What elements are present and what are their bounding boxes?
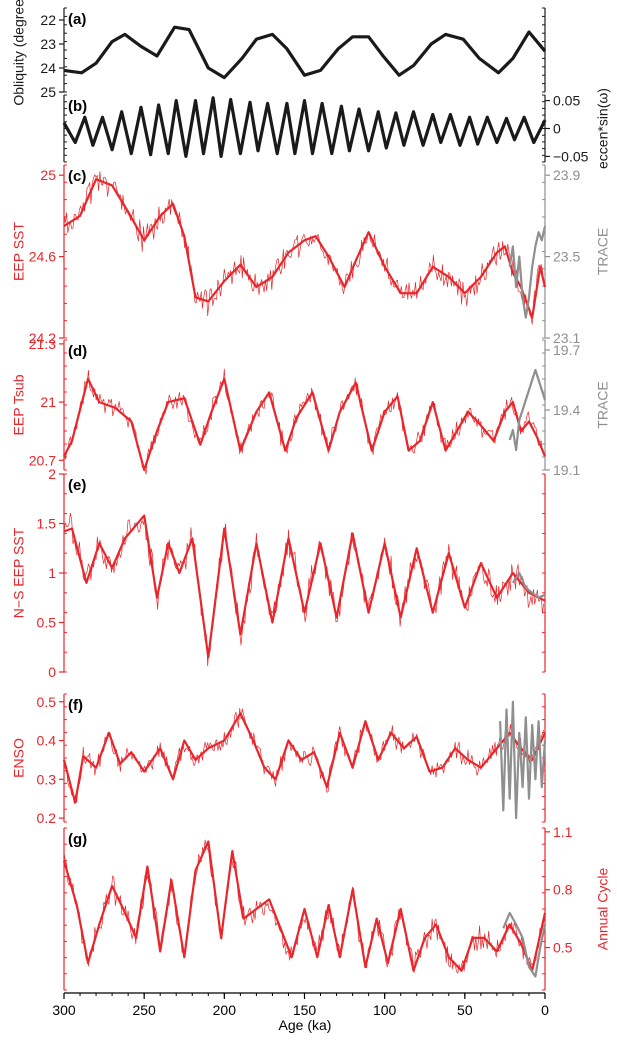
left-tick-label: 24.2 <box>29 330 56 346</box>
panel-letter: (a) <box>68 11 86 28</box>
panel-d: (d) 20.7 21 21.3 EEP Tsub 19.1 19.4 19.7 TRACE <box>11 336 611 478</box>
left-tick-label: 0 <box>48 664 56 680</box>
x-tick-label: 300 <box>52 1002 76 1018</box>
left-axis-label: ENSO <box>11 738 27 778</box>
x-tick-label: 250 <box>132 1002 156 1018</box>
trace-series-line <box>511 571 546 599</box>
right-axis-label: TRACE <box>595 381 611 428</box>
smoothed-series-line <box>63 178 547 319</box>
panel-e: (e) 0 0.5 1 1.5 2 N−S EEP SST <box>11 466 546 680</box>
right-axis-label: Annual Cycle <box>595 868 611 951</box>
raw-series-line <box>63 707 545 804</box>
raw-series-line <box>63 368 544 475</box>
right-tick-label: 19.1 <box>553 462 580 478</box>
smoothed-series-line <box>63 377 547 472</box>
raw-series-line <box>63 171 545 325</box>
panel-c: (c) 24.2 24.6 25 EEP SST 23.1 23.5 23.9 TRACE <box>11 164 611 346</box>
right-tick-label: 23.5 <box>553 249 580 265</box>
left-tick-label: 25 <box>40 84 56 100</box>
panel-letter: (c) <box>68 168 86 185</box>
left-tick-label: 0.3 <box>37 771 57 787</box>
left-axis-label: EEP SST <box>11 222 27 281</box>
series-line <box>63 25 547 80</box>
trace-series-line <box>508 368 547 452</box>
left-tick-label: 0.2 <box>37 810 57 826</box>
right-tick-label: 19.7 <box>553 342 580 358</box>
right-tick-label: 19.4 <box>553 402 580 418</box>
left-tick-label: 2 <box>48 466 56 482</box>
left-axis-label: N−S EEP SST <box>11 527 27 618</box>
panel-letter: (b) <box>68 98 87 115</box>
x-tick-label: 150 <box>293 1002 317 1018</box>
left-axis-label: EEP Tsub <box>11 374 27 435</box>
right-tick-label: 23.9 <box>553 167 580 183</box>
left-tick-label: 0.5 <box>37 694 57 710</box>
right-tick-label: 0.05 <box>553 93 580 109</box>
left-tick-label: 20.7 <box>29 452 56 468</box>
right-tick-label: 1.1 <box>553 824 573 840</box>
x-axis: 300 250 200 150 100 50 0 <box>52 992 549 1018</box>
left-tick-label: 25 <box>40 167 56 183</box>
left-tick-label: 0.5 <box>37 615 57 631</box>
trace-series-line <box>502 911 547 978</box>
panel-letter: (g) <box>68 831 87 848</box>
x-tick-label: 200 <box>213 1002 237 1018</box>
left-tick-label: 1.5 <box>37 516 57 532</box>
smoothed-series-line <box>62 840 547 972</box>
left-tick-label: 21 <box>40 394 56 410</box>
right-tick-label: −0.05 <box>553 148 589 164</box>
panel-f: (f) 0.2 0.3 0.4 0.5 ENSO <box>11 693 547 826</box>
left-tick-label: 24 <box>40 60 56 76</box>
right-tick-label: 0.5 <box>553 940 573 956</box>
right-tick-label: 0 <box>553 121 561 137</box>
right-tick-label: 0.8 <box>553 882 573 898</box>
panel-letter: (e) <box>68 477 86 494</box>
x-tick-label: 50 <box>457 1002 473 1018</box>
left-tick-label: 22 <box>40 12 56 28</box>
left-tick-label: 24.6 <box>29 249 56 265</box>
raw-series-line <box>63 839 545 974</box>
x-axis-label: Age (ka) <box>279 1017 332 1033</box>
trace-series-line <box>508 225 547 319</box>
series-line <box>62 96 547 158</box>
trace-series-line <box>499 700 547 820</box>
right-axis-label: TRACE <box>595 228 611 275</box>
x-tick-label: 0 <box>541 1002 549 1018</box>
panel-g: (g) 0.5 0.8 1.1 Annual Cycle <box>62 824 611 991</box>
smoothed-series-line <box>62 712 546 804</box>
panel-b: (b) 0.05 0 −0.05 eccen*sin(ω) <box>62 88 611 169</box>
panel-letter: (f) <box>68 697 83 714</box>
panel-a: (a) 22 23 24 25 Obliquity (degree) <box>11 0 547 106</box>
left-tick-label: 0.4 <box>37 733 57 749</box>
x-tick-label: 100 <box>373 1002 397 1018</box>
smoothed-series-line <box>63 514 546 659</box>
right-axis-label: eccen*sin(ω) <box>595 88 611 169</box>
panel-letter: (d) <box>68 343 87 360</box>
right-tick-label: 23.1 <box>553 330 580 346</box>
left-tick-label: 23 <box>40 36 56 52</box>
left-tick-label: 1 <box>48 565 56 581</box>
left-tick-label: 21.3 <box>29 336 56 352</box>
left-axis-label: Obliquity (degree) <box>11 0 27 106</box>
